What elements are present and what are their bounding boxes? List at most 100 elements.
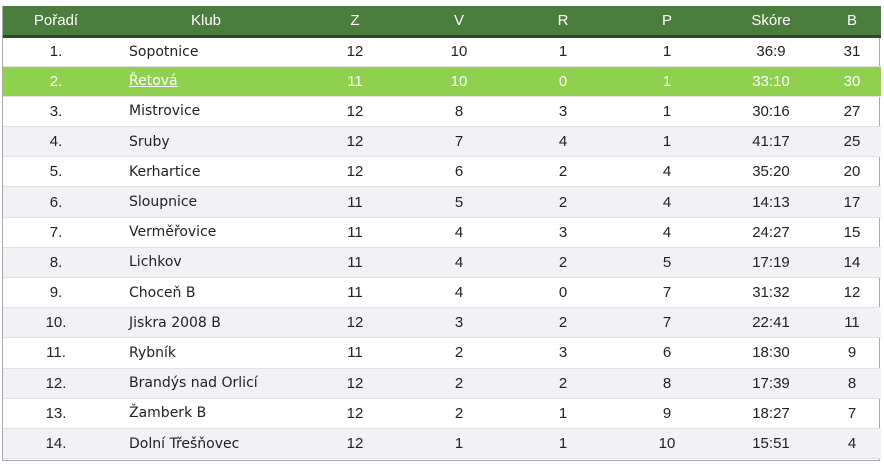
score-cell: 35:20 <box>719 156 823 188</box>
position-cell: 1. <box>3 36 109 67</box>
draws-cell: 3 <box>511 96 615 128</box>
club-cell: Kerhartice <box>109 156 303 188</box>
played-cell: 12 <box>303 126 407 158</box>
table-row: 1. Sopotnice 12 10 1 1 36:9 31 <box>3 36 881 67</box>
score-cell: 17:39 <box>719 368 823 399</box>
club-cell: Mistrovice <box>109 96 303 128</box>
score-cell: 18:30 <box>719 337 823 369</box>
losses-cell: 1 <box>615 36 719 67</box>
draws-cell: 2 <box>511 186 615 218</box>
played-cell: 11 <box>303 247 407 279</box>
losses-cell: 4 <box>615 156 719 188</box>
wins-cell: 10 <box>407 66 511 97</box>
header-position: Pořadí <box>3 6 109 38</box>
points-cell: 14 <box>823 247 881 279</box>
wins-cell: 4 <box>407 217 511 248</box>
position-cell: 11. <box>3 337 109 369</box>
position-cell: 13. <box>3 398 109 429</box>
points-cell: 15 <box>823 217 881 248</box>
played-cell: 11 <box>303 66 407 97</box>
table-row: 3. Mistrovice 12 8 3 1 30:16 27 <box>3 96 881 128</box>
score-cell: 30:16 <box>719 96 823 128</box>
club-cell: Sopotnice <box>109 36 303 67</box>
losses-cell: 7 <box>615 307 719 339</box>
wins-cell: 2 <box>407 398 511 429</box>
losses-cell: 4 <box>615 217 719 248</box>
score-cell: 15:51 <box>719 428 823 460</box>
played-cell: 12 <box>303 398 407 429</box>
position-cell: 3. <box>3 96 109 128</box>
wins-cell: 4 <box>407 277 511 309</box>
table-row: 12. Brandýs nad Orlicí 12 2 2 8 17:39 8 <box>3 368 881 399</box>
club-name: Sruby <box>129 133 170 150</box>
position-cell: 6. <box>3 186 109 218</box>
played-cell: 12 <box>303 36 407 67</box>
wins-cell: 2 <box>407 368 511 399</box>
wins-cell: 3 <box>407 307 511 339</box>
draws-cell: 2 <box>511 368 615 399</box>
header-wins: V <box>407 6 511 38</box>
header-draws: R <box>511 6 615 38</box>
draws-cell: 1 <box>511 36 615 67</box>
table-row: 2. Řetová 11 10 0 1 33:10 30 <box>3 66 881 97</box>
wins-cell: 8 <box>407 96 511 128</box>
score-cell: 18:27 <box>719 398 823 429</box>
club-cell: Řetová <box>109 66 303 97</box>
position-cell: 8. <box>3 247 109 279</box>
wins-cell: 6 <box>407 156 511 188</box>
points-cell: 17 <box>823 186 881 218</box>
draws-cell: 3 <box>511 217 615 248</box>
club-name: Sopotnice <box>129 43 199 60</box>
wins-cell: 1 <box>407 428 511 460</box>
position-cell: 2. <box>3 66 109 97</box>
club-name: Žamberk B <box>129 405 207 422</box>
position-cell: 10. <box>3 307 109 339</box>
points-cell: 20 <box>823 156 881 188</box>
points-cell: 8 <box>823 368 881 399</box>
draws-cell: 2 <box>511 307 615 339</box>
club-cell: Sruby <box>109 126 303 158</box>
wins-cell: 7 <box>407 126 511 158</box>
club-cell: Verměřovice <box>109 217 303 248</box>
table-row: 13. Žamberk B 12 2 1 9 18:27 7 <box>3 398 881 429</box>
table-row: 7. Verměřovice 11 4 3 4 24:27 15 <box>3 217 881 248</box>
club-name: Choceň B <box>129 284 196 301</box>
wins-cell: 10 <box>407 36 511 67</box>
draws-cell: 2 <box>511 247 615 279</box>
position-cell: 14. <box>3 428 109 460</box>
points-cell: 12 <box>823 277 881 309</box>
position-cell: 7. <box>3 217 109 248</box>
club-cell: Sloupnice <box>109 186 303 218</box>
draws-cell: 3 <box>511 337 615 369</box>
points-cell: 31 <box>823 36 881 67</box>
table-row: 8. Lichkov 11 4 2 5 17:19 14 <box>3 247 881 279</box>
points-cell: 27 <box>823 96 881 128</box>
played-cell: 12 <box>303 307 407 339</box>
played-cell: 11 <box>303 217 407 248</box>
position-cell: 9. <box>3 277 109 309</box>
standings-table-frame: Pořadí Klub Z V R P Skóre B 1. Sopotnice 1… <box>2 6 881 461</box>
table-row: 4. Sruby 12 7 4 1 41:17 25 <box>3 126 881 158</box>
club-name: Sloupnice <box>129 194 198 211</box>
losses-cell: 8 <box>615 368 719 399</box>
draws-cell: 0 <box>511 277 615 309</box>
score-cell: 41:17 <box>719 126 823 158</box>
table-row: 9. Choceň B 11 4 0 7 31:32 12 <box>3 277 881 309</box>
points-cell: 30 <box>823 66 881 97</box>
points-cell: 4 <box>823 428 881 460</box>
club-name: Lichkov <box>129 254 182 271</box>
position-cell: 4. <box>3 126 109 158</box>
losses-cell: 1 <box>615 96 719 128</box>
club-link[interactable]: Řetová <box>129 73 178 90</box>
score-cell: 36:9 <box>719 36 823 67</box>
club-name: Mistrovice <box>129 103 201 120</box>
score-cell: 31:32 <box>719 277 823 309</box>
played-cell: 12 <box>303 428 407 460</box>
wins-cell: 2 <box>407 337 511 369</box>
draws-cell: 1 <box>511 428 615 460</box>
played-cell: 12 <box>303 96 407 128</box>
played-cell: 11 <box>303 186 407 218</box>
points-cell: 9 <box>823 337 881 369</box>
club-cell: Dolní Třešňovec <box>109 428 303 460</box>
club-name: Kerhartice <box>129 163 201 180</box>
